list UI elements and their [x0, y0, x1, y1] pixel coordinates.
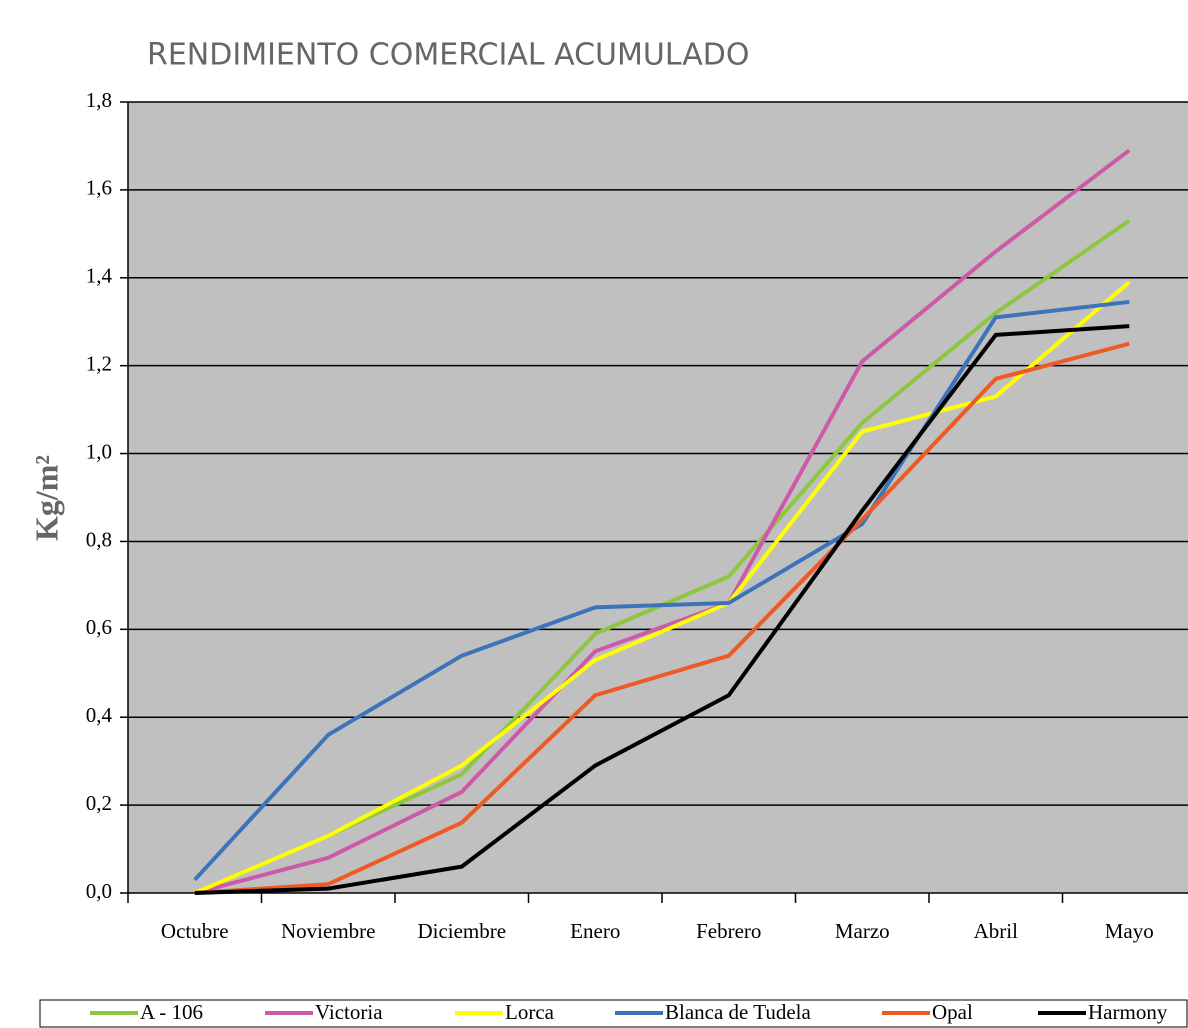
plot-area — [128, 102, 1188, 893]
y-tick-label: 1,4 — [86, 264, 113, 288]
x-tick-label: Febrero — [696, 919, 761, 943]
x-tick-label: Octubre — [161, 919, 229, 943]
legend-box — [39, 999, 1188, 1028]
y-tick-label: 0,4 — [86, 703, 113, 727]
y-tick-label: 1,2 — [86, 351, 112, 375]
legend-label: Harmony — [1088, 1000, 1168, 1024]
y-tick-label: 0,2 — [86, 791, 112, 815]
series-line — [194, 148, 1131, 895]
x-tick-label: Abril — [974, 919, 1018, 943]
x-tick-label: Diciembre — [417, 919, 506, 943]
y-tick-label: 0,8 — [86, 527, 112, 551]
series-line — [193, 299, 1130, 882]
legend-label: Blanca de Tudela — [665, 1000, 811, 1024]
x-tick-label: Mayo — [1105, 919, 1154, 943]
x-tick-label: Noviembre — [281, 919, 375, 943]
legend-label: A - 106 — [140, 1000, 203, 1024]
y-tick-label: 0,6 — [86, 615, 112, 639]
y-axis-label: Kg/m² — [28, 455, 64, 541]
y-tick-label: 1,6 — [86, 176, 112, 200]
y-tick-label: 1,0 — [86, 439, 112, 463]
legend-label: Victoria — [315, 1000, 383, 1024]
legend-label: Opal — [932, 1000, 973, 1024]
series-line — [194, 324, 1130, 895]
y-tick-label: 0,0 — [86, 879, 112, 903]
x-tick-label: Marzo — [835, 919, 890, 943]
y-tick-label: 1,8 — [86, 88, 112, 112]
series-line — [194, 341, 1130, 895]
x-tick-label: Enero — [570, 919, 620, 943]
chart-title: RENDIMIENTO COMERCIAL ACUMULADO — [147, 38, 750, 73]
legend-label: Lorca — [505, 1000, 555, 1024]
